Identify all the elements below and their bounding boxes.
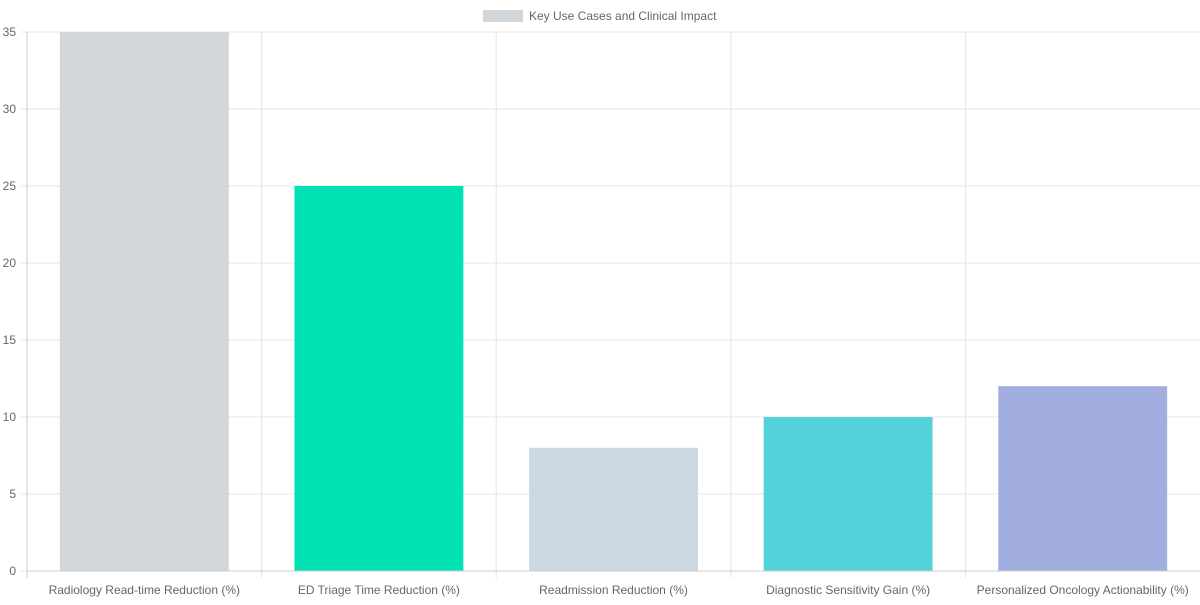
y-tick-label: 35	[3, 25, 17, 39]
bar[interactable]	[763, 417, 933, 571]
axes	[21, 31, 1200, 578]
y-tick-label: 20	[3, 256, 17, 270]
y-tick-label: 25	[3, 179, 17, 193]
bar[interactable]	[59, 32, 229, 571]
bars	[59, 32, 1168, 571]
x-tick-label: Radiology Read-time Reduction (%)	[49, 583, 240, 597]
y-tick-label: 30	[3, 102, 17, 116]
y-tick-labels: 0 5 10 15 20 25 30 35	[3, 25, 17, 578]
y-tick-label: 10	[3, 410, 17, 424]
bar[interactable]	[998, 386, 1168, 571]
x-tick-label: ED Triage Time Reduction (%)	[298, 583, 460, 597]
x-tick-label: Diagnostic Sensitivity Gain (%)	[766, 583, 930, 597]
y-tick-label: 0	[9, 564, 16, 578]
bar[interactable]	[529, 447, 698, 571]
y-tick-label: 15	[3, 333, 17, 347]
x-tick-labels: Radiology Read-time Reduction (%) ED Tria…	[49, 583, 1189, 597]
legend-label[interactable]: Key Use Cases and Clinical Impact	[529, 9, 717, 23]
legend[interactable]: Key Use Cases and Clinical Impact	[483, 9, 717, 23]
bar[interactable]	[294, 186, 464, 571]
x-tick-label: Personalized Oncology Actionability (%)	[977, 583, 1189, 597]
y-tick-label: 5	[9, 487, 16, 501]
x-tick-label: Readmission Reduction (%)	[539, 583, 688, 597]
legend-swatch[interactable]	[483, 10, 523, 22]
